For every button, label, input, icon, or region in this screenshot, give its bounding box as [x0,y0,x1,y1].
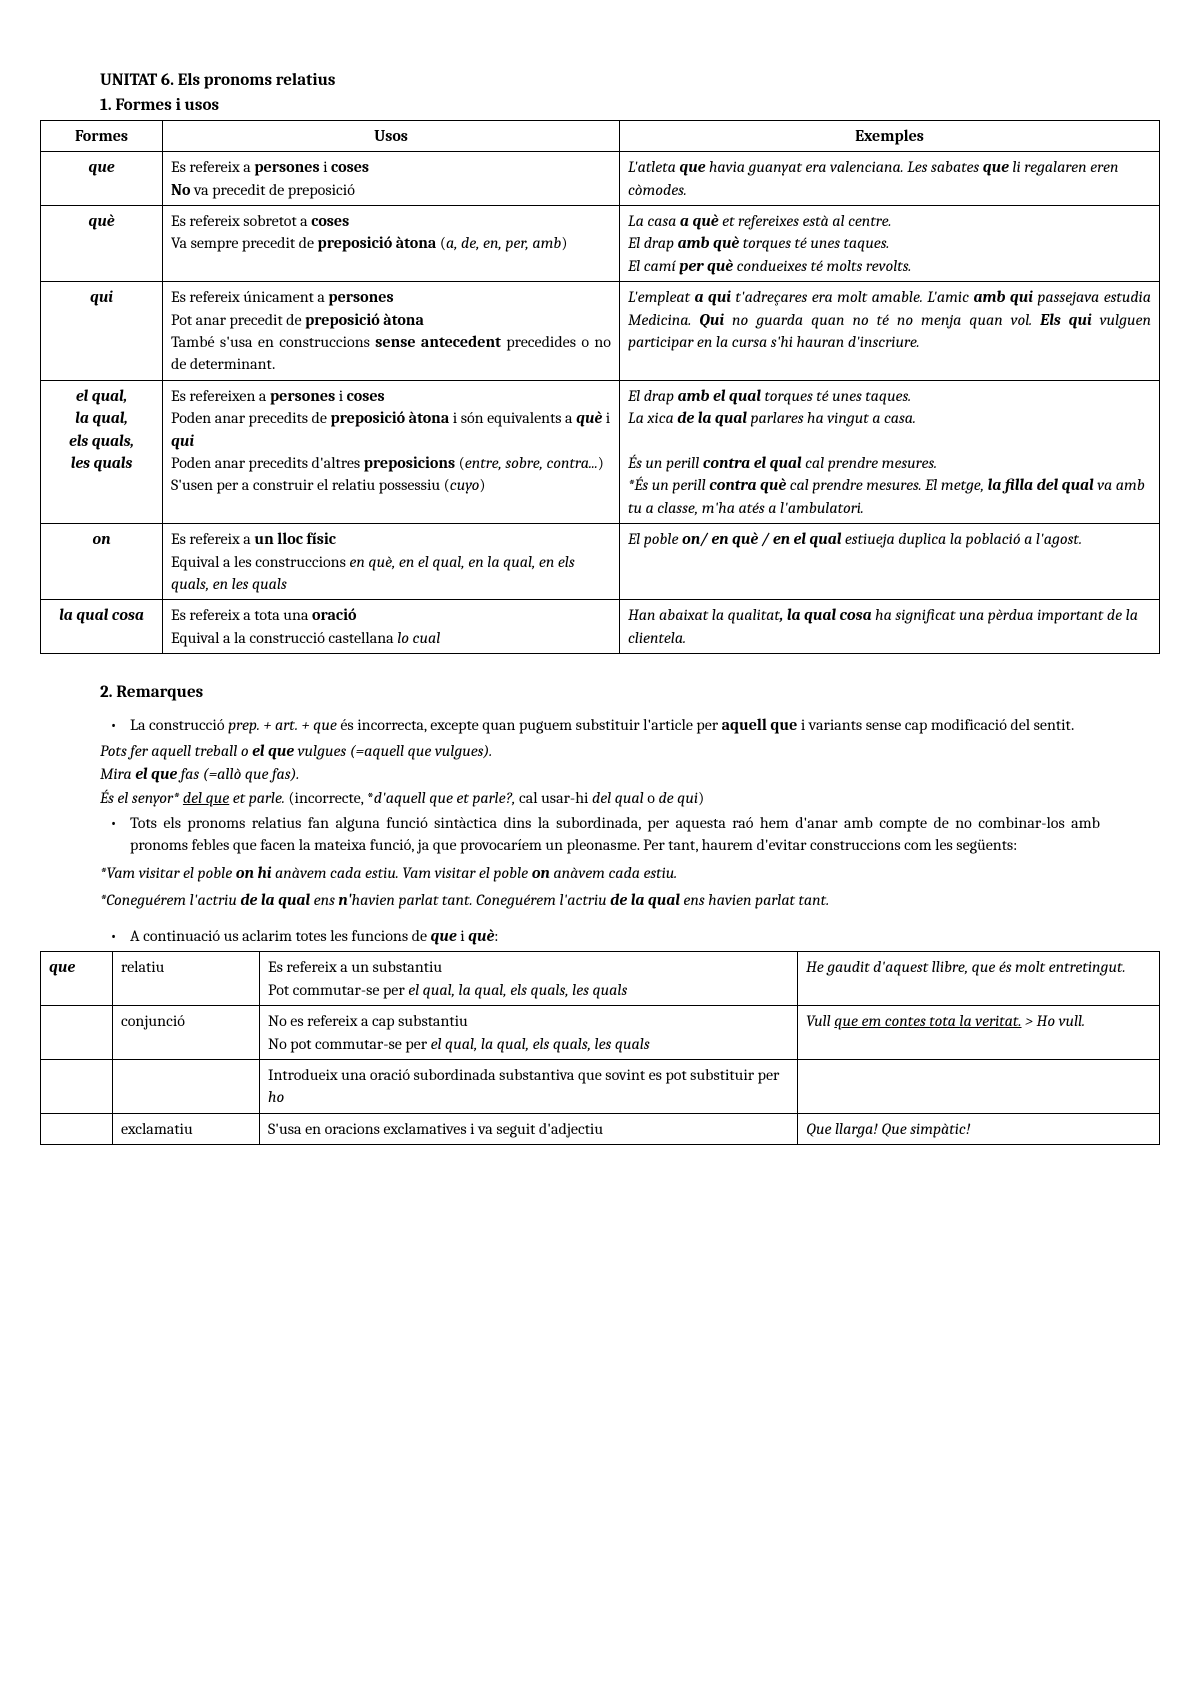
cell-form: qui [41,282,163,381]
cell-exemple: El poble on/ en què / en el qual estiuej… [620,524,1160,600]
cell-word [41,1059,113,1113]
cell-type: relatiu [113,952,260,1006]
cell-desc: Introdueix una oració subordinada substa… [260,1059,798,1113]
cell-desc: S'usa en oracions exclamatives i va segu… [260,1113,798,1144]
cell-exemple: L'empleat a qui t'adreçares era molt ama… [620,282,1160,381]
cell-form: el qual,la qual,els quals,les quals [41,380,163,523]
cell-desc: No es refereix a cap substantiuNo pot co… [260,1006,798,1060]
cell-form: que [41,152,163,206]
cell-word [41,1113,113,1144]
cell-example [798,1059,1160,1113]
pleonasm-example: *Coneguérem l'actriu de la qual ens n'ha… [100,890,1100,912]
th-usos: Usos [163,120,620,151]
section-1-heading: 1. Formes i usos [100,95,1160,118]
cell-word: que [41,952,113,1006]
th-exemples: Exemples [620,120,1160,151]
table-formes-usos: Formes Usos Exemples queEs refereix a pe… [40,120,1160,654]
example-line: Mira el que fas (=allò que fas). [100,764,1100,786]
pleonasm-example: *Vam visitar el poble on hi anàvem cada … [100,863,1100,885]
cell-desc: Es refereix a un substantiuPot commutar-… [260,952,798,1006]
cell-type: conjunció [113,1006,260,1060]
cell-form: on [41,524,163,600]
example-line: És el senyor* del que et parle. (incorre… [100,788,1100,810]
cell-exemple: La casa a què et refereixes està al cent… [620,206,1160,282]
th-formes: Formes [41,120,163,151]
remark-item: La construcció prep. + art. + que és inc… [100,715,1100,737]
cell-exemple: Han abaixat la qualitat, la qual cosa ha… [620,600,1160,654]
example-line: Pots fer aquell treball o el que vulgues… [100,741,1100,763]
remarks-block: La construcció prep. + art. + que és inc… [100,715,1100,857]
cell-form: la qual cosa [41,600,163,654]
cell-type: exclamatiu [113,1113,260,1144]
cell-uso: Es refereix a persones i cosesNo va prec… [163,152,620,206]
cell-example: Que llarga! Que simpàtic! [798,1113,1160,1144]
cell-uso: Es refereix únicament a personesPot anar… [163,282,620,381]
cell-example: Vull que em contes tota la veritat. > Ho… [798,1006,1160,1060]
intro-functions: A continuació us aclarim totes les funci… [100,926,1160,948]
cell-exemple: El drap amb el qual torques té unes taqu… [620,380,1160,523]
cell-type [113,1059,260,1113]
cell-uso: Es refereix a un lloc físicEquival a les… [163,524,620,600]
table-que-functions: querelatiuEs refereix a un substantiuPot… [40,951,1160,1145]
cell-example: He gaudit d'aquest llibre, que és molt e… [798,952,1160,1006]
cell-word [41,1006,113,1060]
page-title: UNITAT 6. Els pronoms relatius [100,70,1160,93]
cell-uso: Es refereixen a persones i cosesPoden an… [163,380,620,523]
cell-exemple: L'atleta que havia guanyat era valencian… [620,152,1160,206]
cell-uso: Es refereix sobretot a cosesVa sempre pr… [163,206,620,282]
cell-uso: Es refereix a tota una oracióEquival a l… [163,600,620,654]
remark-item: Tots els pronoms relatius fan alguna fun… [100,813,1100,856]
cell-form: què [41,206,163,282]
section-2-heading: 2. Remarques [100,682,1160,705]
